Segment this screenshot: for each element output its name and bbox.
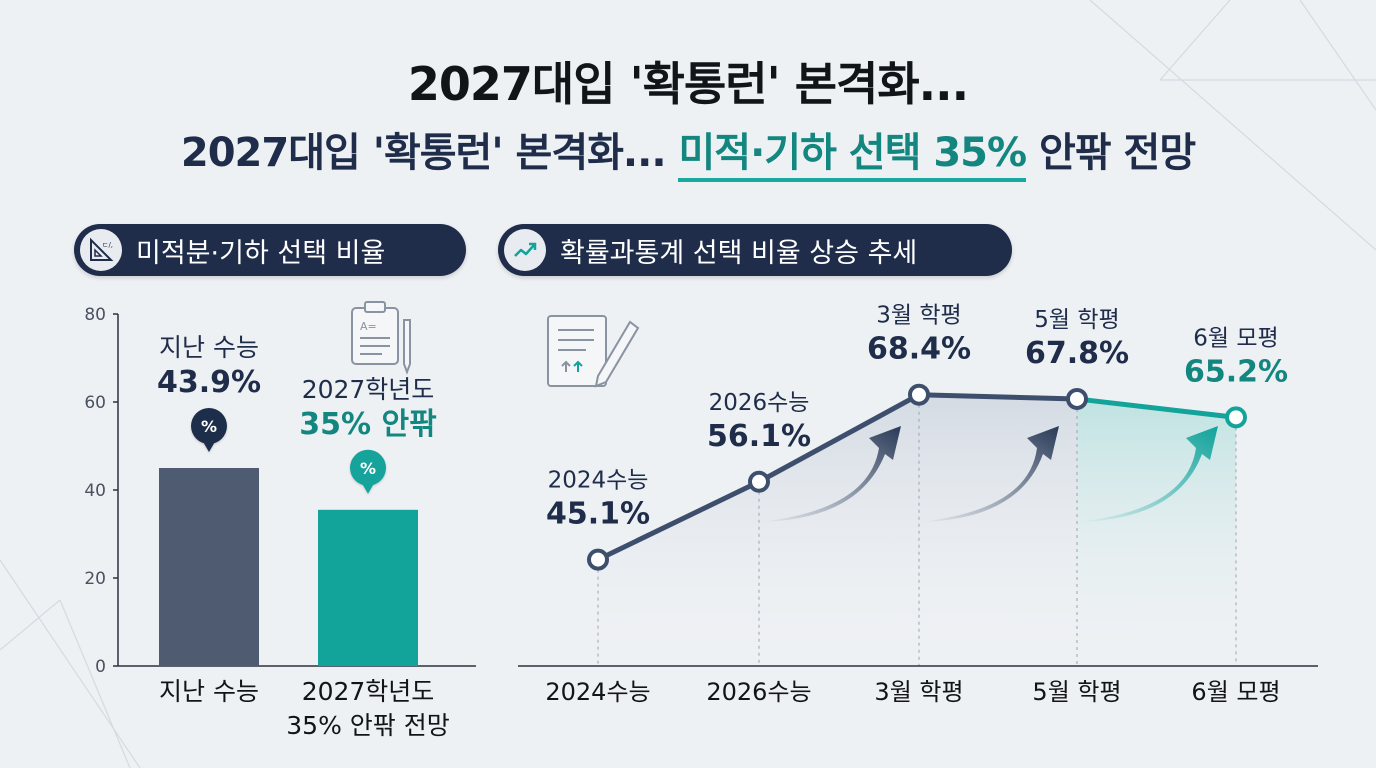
document-pencil-icon [547, 315, 640, 388]
bar-annotation-label-1: 지난 수능 [159, 333, 259, 362]
svg-text:A=: A= [360, 320, 377, 333]
y-tick-label: 60 [84, 393, 106, 413]
x-category-label-2: 35% 안팎 전망 [286, 711, 449, 740]
x-category-label-1: 지난 수능 [159, 677, 259, 706]
bar-chart-title: 미적분·기하 선택 비율 [136, 237, 386, 269]
point-value-label-5: 65.2% [1184, 354, 1288, 389]
page-title: 2027대입 '확통런' 본격화... [407, 57, 969, 111]
bar-1 [159, 468, 259, 666]
y-tick-label: 0 [95, 657, 106, 677]
x-category-label-3: 3월 학평 [874, 678, 963, 706]
trend-arrows [759, 426, 1218, 522]
point-name-label-1: 2024수능 [548, 468, 649, 494]
percent-badge-icon-2-tail [361, 481, 375, 494]
line-segment-1 [595, 479, 762, 563]
geometry-ruler-icon: ㄷ/,ㅣ [80, 229, 122, 271]
line-chart: 2024수능 2026수능 3월 학평 5월 학평 6월 모평 45.1% 2024수능 5… [518, 303, 1318, 706]
bar-annotation-label-2: 2027학년도 [302, 375, 435, 404]
data-point-5 [1225, 406, 1247, 429]
point-name-label-5: 6월 모평 [1193, 325, 1278, 351]
subtitle-prefix: 2027대입 '확통런' 본격화... [180, 130, 667, 176]
bar-2 [318, 509, 418, 666]
subtitle-highlight: 미적·기하 선택 35% [678, 130, 1027, 182]
y-tick-label: 40 [84, 481, 106, 501]
point-name-label-3: 3월 학평 [876, 303, 961, 329]
percent-badge-icon-1-tail [202, 440, 216, 452]
page-subtitle: 2027대입 '확통런' 본격화... 미적·기하 선택 35% 안팎 전망 [0, 120, 1376, 182]
point-value-label-2: 56.1% [707, 419, 811, 454]
x-category-label-5: 6월 모평 [1191, 678, 1280, 706]
area-fill-navy [598, 394, 1077, 666]
trend-arrow-3 [1077, 426, 1218, 522]
x-category-label-4: 5월 학평 [1032, 678, 1121, 706]
bar-value-label-2: 35% 안팎 [299, 407, 437, 442]
line-chart-header-pill: 확률과통계 선택 비율 상승 추세 [498, 224, 1012, 276]
point-value-label-4: 67.8% [1025, 336, 1129, 371]
trend-up-icon [504, 229, 546, 271]
percent-badge-icon-2-symbol: % [360, 459, 376, 478]
percent-badge-icon-1-circle [191, 408, 227, 444]
line-segment-4 [1074, 396, 1239, 420]
percent-badge-icon-2: % [350, 449, 386, 494]
bar-chart-header-pill: ㄷ/,ㅣ 미적분·기하 선택 비율 [74, 224, 466, 276]
point-name-label-2: 2026수능 [709, 390, 810, 416]
data-point-3 [908, 383, 930, 406]
line-chart-marks: 45.1% 2024수능 56.1% 2026수능 68.4% 3월 학평 67.8% 5월 … [546, 303, 1288, 571]
trend-arrow-2 [919, 426, 1059, 522]
line-chart-title: 확률과통계 선택 비율 상승 추세 [560, 237, 918, 269]
pill-icon-glyph: ㄷ/,ㅣ [102, 241, 115, 249]
x-category-label-2: 2027학년도 [302, 677, 435, 706]
subtitle-suffix: 안팎 전망 [1039, 130, 1196, 176]
percent-badge-icon-1: % [191, 408, 227, 452]
line-chart-axes: 2024수능 2026수능 3월 학평 5월 학평 6월 모평 [518, 665, 1318, 706]
percent-badge-icon-1-symbol: % [201, 417, 217, 436]
point-value-label-3: 68.4% [867, 332, 971, 367]
line-segment-2 [756, 392, 922, 485]
bar-value-label-1: 43.9% [157, 365, 261, 400]
trend-arrow-1 [759, 426, 901, 522]
line-segment-3 [916, 392, 1080, 402]
line-chart-area [597, 394, 1237, 666]
data-point-1 [587, 548, 609, 571]
y-tick-label: 80 [84, 305, 106, 325]
clipboard-icon: A= [351, 301, 411, 375]
x-category-label-2: 2026수능 [706, 678, 811, 706]
x-category-label-1: 2024수능 [545, 678, 650, 706]
y-tick-label: 20 [84, 569, 106, 589]
data-point-2 [748, 470, 770, 493]
data-point-4 [1066, 387, 1088, 410]
point-name-label-4: 5월 학평 [1034, 307, 1119, 333]
point-value-label-1: 45.1% [546, 497, 650, 532]
percent-badge-icon-2-circle [350, 449, 386, 486]
